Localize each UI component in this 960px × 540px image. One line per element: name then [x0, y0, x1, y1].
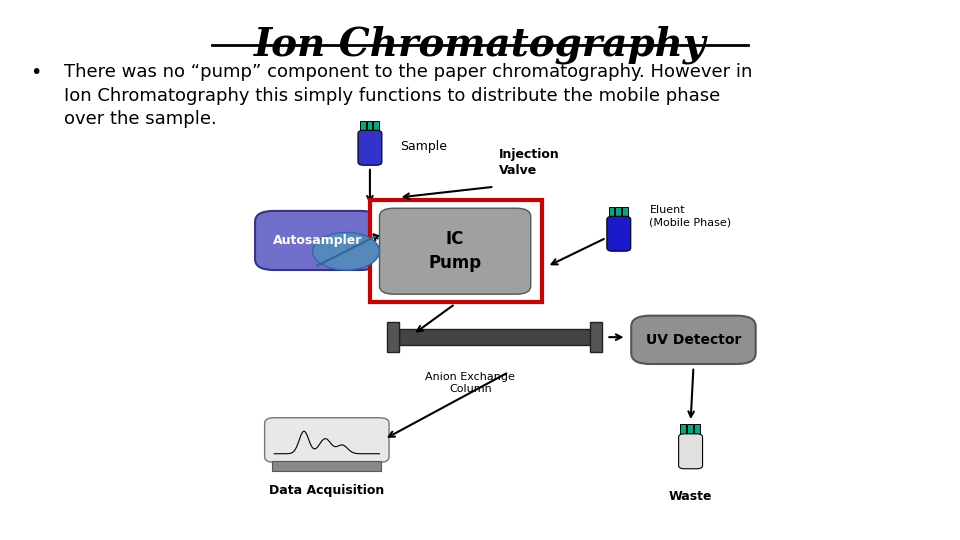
- Text: •: •: [30, 63, 41, 82]
- FancyBboxPatch shape: [360, 120, 366, 130]
- FancyBboxPatch shape: [615, 207, 621, 217]
- FancyBboxPatch shape: [358, 130, 382, 165]
- Text: Autosampler: Autosampler: [273, 234, 362, 247]
- Circle shape: [313, 232, 379, 270]
- FancyBboxPatch shape: [632, 316, 756, 364]
- FancyBboxPatch shape: [265, 418, 389, 462]
- FancyBboxPatch shape: [273, 461, 381, 471]
- FancyBboxPatch shape: [590, 322, 602, 352]
- FancyBboxPatch shape: [607, 217, 631, 251]
- FancyBboxPatch shape: [694, 424, 700, 434]
- FancyBboxPatch shape: [367, 120, 372, 130]
- Text: There was no “pump” component to the paper chromatography. However in
Ion Chroma: There was no “pump” component to the pap…: [63, 63, 752, 129]
- Text: Ion Chromatography: Ion Chromatography: [253, 25, 707, 64]
- Text: UV Detector: UV Detector: [646, 333, 741, 347]
- Text: Sample: Sample: [400, 140, 447, 153]
- FancyBboxPatch shape: [379, 208, 531, 294]
- Text: IC
Pump: IC Pump: [428, 231, 482, 272]
- FancyBboxPatch shape: [679, 434, 703, 469]
- FancyBboxPatch shape: [370, 200, 542, 302]
- Text: Data Acquisition: Data Acquisition: [269, 484, 384, 497]
- Text: Eluent
(Mobile Phase): Eluent (Mobile Phase): [649, 205, 732, 227]
- FancyBboxPatch shape: [255, 211, 379, 270]
- FancyBboxPatch shape: [373, 120, 379, 130]
- FancyBboxPatch shape: [681, 424, 686, 434]
- FancyBboxPatch shape: [622, 207, 628, 217]
- FancyBboxPatch shape: [387, 322, 398, 352]
- FancyBboxPatch shape: [398, 329, 590, 345]
- FancyBboxPatch shape: [609, 207, 614, 217]
- FancyBboxPatch shape: [687, 424, 693, 434]
- Text: Injection
Valve: Injection Valve: [499, 148, 560, 177]
- Text: Anion Exchange
Column: Anion Exchange Column: [425, 372, 516, 395]
- Text: Waste: Waste: [669, 490, 712, 503]
